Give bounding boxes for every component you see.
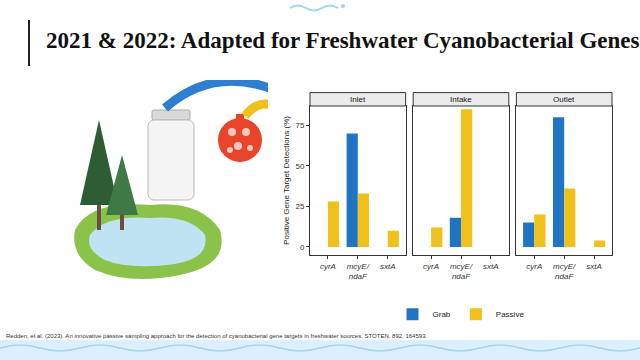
html-text:2021 & 2022: Adapted for Fresh: 2021 & 2022: Adapted for Freshwater Cyan… (46, 28, 640, 53)
svg-text:25: 25 (295, 202, 304, 211)
svg-text:mcyE/ndaF: mcyE/ndaF (450, 262, 473, 281)
svg-text:50: 50 (295, 162, 304, 171)
svg-text:cyrA: cyrA (526, 262, 542, 271)
svg-text:Inlet: Inlet (350, 95, 366, 104)
svg-text:Positive Gene Target Detection: Positive Gene Target Detections (%) (282, 116, 291, 245)
svg-text:Intake: Intake (450, 95, 472, 104)
svg-text:mcyE/ndaF: mcyE/ndaF (347, 262, 370, 281)
svg-text:sxtA: sxtA (483, 262, 499, 271)
svg-text:mcyE/ndaF: mcyE/ndaF (553, 262, 576, 281)
svg-text:sxtA: sxtA (586, 262, 602, 271)
svg-text:Passive: Passive (496, 310, 525, 319)
svg-text:cyrA: cyrA (320, 262, 336, 271)
svg-text:sxtA: sxtA (380, 262, 396, 271)
svg-text:cyrA: cyrA (423, 262, 439, 271)
svg-text:0: 0 (300, 243, 305, 252)
svg-text:Outlet: Outlet (553, 95, 575, 104)
svg-text:75: 75 (295, 121, 304, 130)
html-text:Redden, et al. (2023). An inno: Redden, et al. (2023). An innovative pas… (6, 333, 428, 339)
svg-text:Grab: Grab (433, 310, 451, 319)
